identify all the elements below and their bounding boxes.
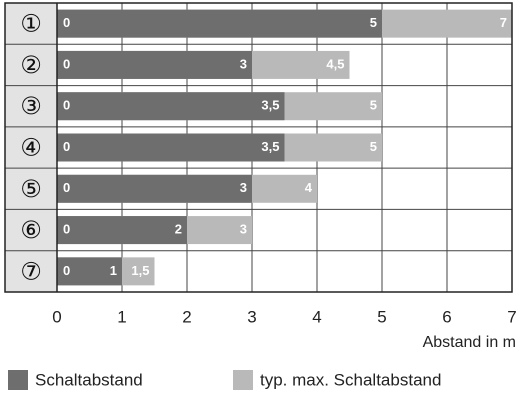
value-label: 2 xyxy=(175,222,182,237)
value-label: 1,5 xyxy=(131,263,149,278)
bar xyxy=(57,92,285,121)
bar-start-label: 0 xyxy=(63,263,70,278)
x-tick-label: 0 xyxy=(52,307,61,326)
legend-swatch xyxy=(233,370,253,390)
legend-label: typ. max. Schaltabstand xyxy=(260,370,441,389)
x-tick-label: 6 xyxy=(442,307,451,326)
bar xyxy=(57,50,252,79)
bar-start-label: 0 xyxy=(63,222,70,237)
value-label: 1 xyxy=(110,263,117,278)
bar xyxy=(57,9,382,38)
bar-start-label: 0 xyxy=(63,56,70,71)
value-label: 7 xyxy=(500,15,507,30)
legend-swatch xyxy=(8,370,28,390)
category-label: ⑦ xyxy=(20,257,42,285)
bar-start-label: 0 xyxy=(63,98,70,113)
x-axis-label: Abstand in m xyxy=(423,334,516,351)
category-label: ① xyxy=(20,10,42,38)
value-label: 3 xyxy=(240,56,247,71)
bar xyxy=(57,216,187,245)
value-label: 4,5 xyxy=(326,56,344,71)
value-label: 5 xyxy=(370,139,377,154)
value-label: 5 xyxy=(370,98,377,113)
x-tick-label: 2 xyxy=(182,307,191,326)
plot-frame xyxy=(4,2,513,293)
value-label: 3 xyxy=(240,180,247,195)
category-label: ② xyxy=(20,51,42,79)
category-label: ⑤ xyxy=(20,175,42,203)
x-tick-label: 7 xyxy=(507,307,516,326)
bar-start-label: 0 xyxy=(63,180,70,195)
x-tick-label: 1 xyxy=(117,307,126,326)
x-tick-label: 3 xyxy=(247,307,256,326)
value-label: 3,5 xyxy=(261,139,279,154)
legend-label: Schaltabstand xyxy=(35,370,143,389)
x-tick-label: 4 xyxy=(312,307,321,326)
bar-start-label: 0 xyxy=(63,139,70,154)
value-label: 3,5 xyxy=(261,98,279,113)
bar xyxy=(57,133,285,162)
category-label: ③ xyxy=(20,92,42,120)
value-label: 4 xyxy=(305,180,313,195)
value-label: 5 xyxy=(370,15,377,30)
category-column xyxy=(5,3,57,292)
bar xyxy=(57,257,122,286)
bar-start-label: 0 xyxy=(63,15,70,30)
category-label: ⑥ xyxy=(20,216,42,244)
value-label: 3 xyxy=(240,222,247,237)
category-label: ④ xyxy=(20,134,42,162)
x-tick-label: 5 xyxy=(377,307,386,326)
bar xyxy=(57,174,252,203)
